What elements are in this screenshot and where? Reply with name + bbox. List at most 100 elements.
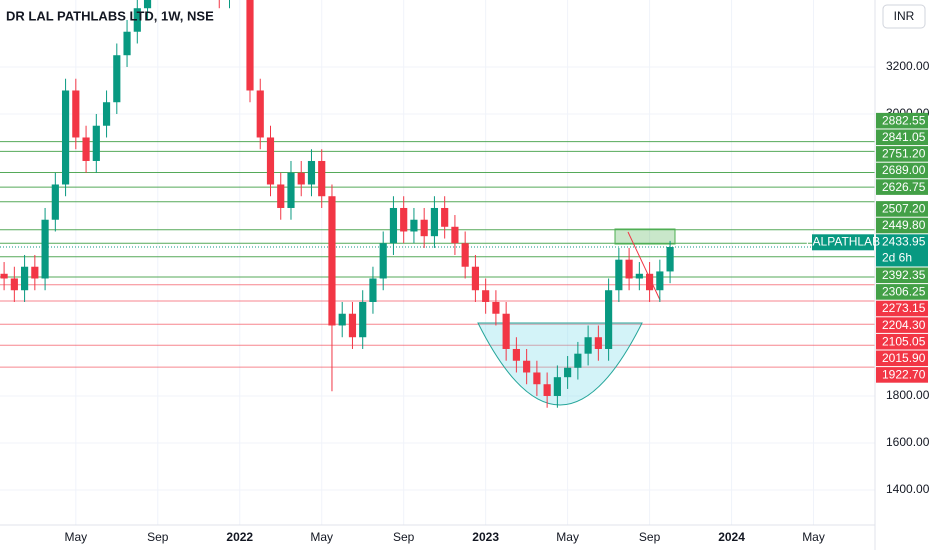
x-tick-label: Sep	[639, 530, 661, 544]
y-tick-label: 1800.00	[886, 388, 930, 402]
level-label: 2015.90	[882, 351, 926, 365]
level-label: 2273.15	[882, 301, 926, 315]
last-price-box	[876, 234, 928, 267]
chart-title: DR LAL PATHLABS LTD, 1W, NSE	[6, 8, 214, 23]
level-label-box	[876, 146, 928, 162]
last-price-label: 2433.95	[882, 234, 926, 248]
candle-body	[420, 219, 428, 237]
candle-body	[113, 55, 121, 103]
candle-body	[564, 367, 572, 378]
level-label-box	[876, 112, 928, 129]
candle-body	[21, 266, 29, 291]
candle-body	[553, 377, 561, 396]
candle-body	[123, 31, 131, 56]
candle-body	[533, 372, 541, 385]
level-label: 2204.30	[882, 318, 926, 332]
candle-body	[359, 301, 367, 338]
level-label-box	[876, 201, 928, 217]
candle-body	[72, 90, 80, 138]
candle-body	[369, 278, 377, 302]
candle-body	[318, 160, 326, 197]
candle-body	[102, 102, 111, 126]
candle-body	[635, 273, 643, 279]
candle-body	[31, 266, 39, 279]
candle-body	[61, 90, 70, 185]
x-tick-label: 2022	[226, 530, 253, 544]
candle-body	[82, 137, 90, 161]
x-tick-label: 2023	[472, 530, 499, 544]
candle-body	[441, 207, 449, 227]
y-tick-label: 1600.00	[886, 435, 930, 449]
candle-body	[400, 207, 408, 232]
candle-body	[41, 219, 49, 279]
level-label: 2105.05	[882, 334, 926, 348]
x-tick-label: Sep	[393, 530, 415, 544]
level-label-box	[876, 367, 928, 383]
candle-body	[584, 337, 592, 354]
level-label-box	[876, 300, 928, 317]
candle-body	[471, 266, 479, 291]
candle-body	[666, 247, 674, 272]
candle-body	[287, 172, 295, 208]
level-label: 2507.20	[882, 202, 926, 216]
x-tick-label: May	[64, 530, 87, 544]
currency-box[interactable]	[882, 4, 926, 29]
candle-body	[482, 290, 490, 302]
level-label-box	[876, 179, 928, 195]
level-label: 2751.20	[882, 147, 926, 161]
candle-body	[256, 90, 264, 138]
candle-body	[51, 184, 59, 220]
symbol-name: LALPATHLAB	[806, 234, 880, 248]
candle-body	[92, 125, 100, 161]
candle-body	[502, 313, 510, 349]
candle-body	[574, 353, 582, 368]
level-label-box	[876, 217, 928, 234]
breakout-box	[614, 228, 676, 245]
candles	[0, 0, 674, 408]
candle-body	[594, 337, 602, 349]
symbol-tag	[812, 234, 874, 251]
level-label: 2392.35	[882, 268, 926, 282]
level-label-box	[876, 162, 928, 179]
candle-body	[246, 0, 254, 91]
y-tick-label: 1400.00	[886, 482, 930, 496]
price-labels: 2882.55 2841.05 2751.20 2689.00 2626.75 2507.…	[806, 112, 928, 383]
level-label-box	[876, 267, 928, 284]
candle-body	[646, 273, 654, 291]
x-tick-label: 2024	[718, 530, 745, 544]
candle-body	[338, 313, 346, 326]
candle-body	[389, 207, 398, 244]
candle-body	[656, 271, 664, 291]
candle-body	[461, 243, 469, 267]
candle-body	[523, 360, 531, 373]
level-label: 1922.70	[882, 368, 926, 382]
candle-body	[615, 259, 623, 291]
level-label-box	[876, 350, 928, 367]
x-tick-label: Sep	[147, 530, 169, 544]
candle-body	[143, 0, 152, 9]
level-label: 2626.75	[882, 180, 926, 194]
candle-body	[307, 160, 316, 185]
level-label-box	[876, 284, 928, 300]
candle-body	[625, 259, 633, 279]
candle-body	[492, 301, 500, 314]
candle-body	[328, 196, 336, 326]
x-tick-label: May	[802, 530, 825, 544]
level-lines	[0, 141, 875, 368]
currency[interactable]: INR	[894, 9, 915, 23]
candle-body	[605, 290, 613, 349]
x-tick-label: May	[310, 530, 333, 544]
level-label: 2841.05	[882, 130, 926, 144]
candle-body	[451, 226, 459, 244]
candle-body	[410, 219, 418, 232]
candle-body	[10, 278, 18, 291]
candle-body	[277, 184, 285, 208]
level-label-box	[876, 317, 928, 333]
candle-body	[512, 348, 520, 361]
candle-body	[0, 273, 8, 279]
candle-body	[430, 207, 439, 237]
level-label: 2306.25	[882, 285, 926, 299]
level-label: 2449.80	[882, 218, 926, 232]
